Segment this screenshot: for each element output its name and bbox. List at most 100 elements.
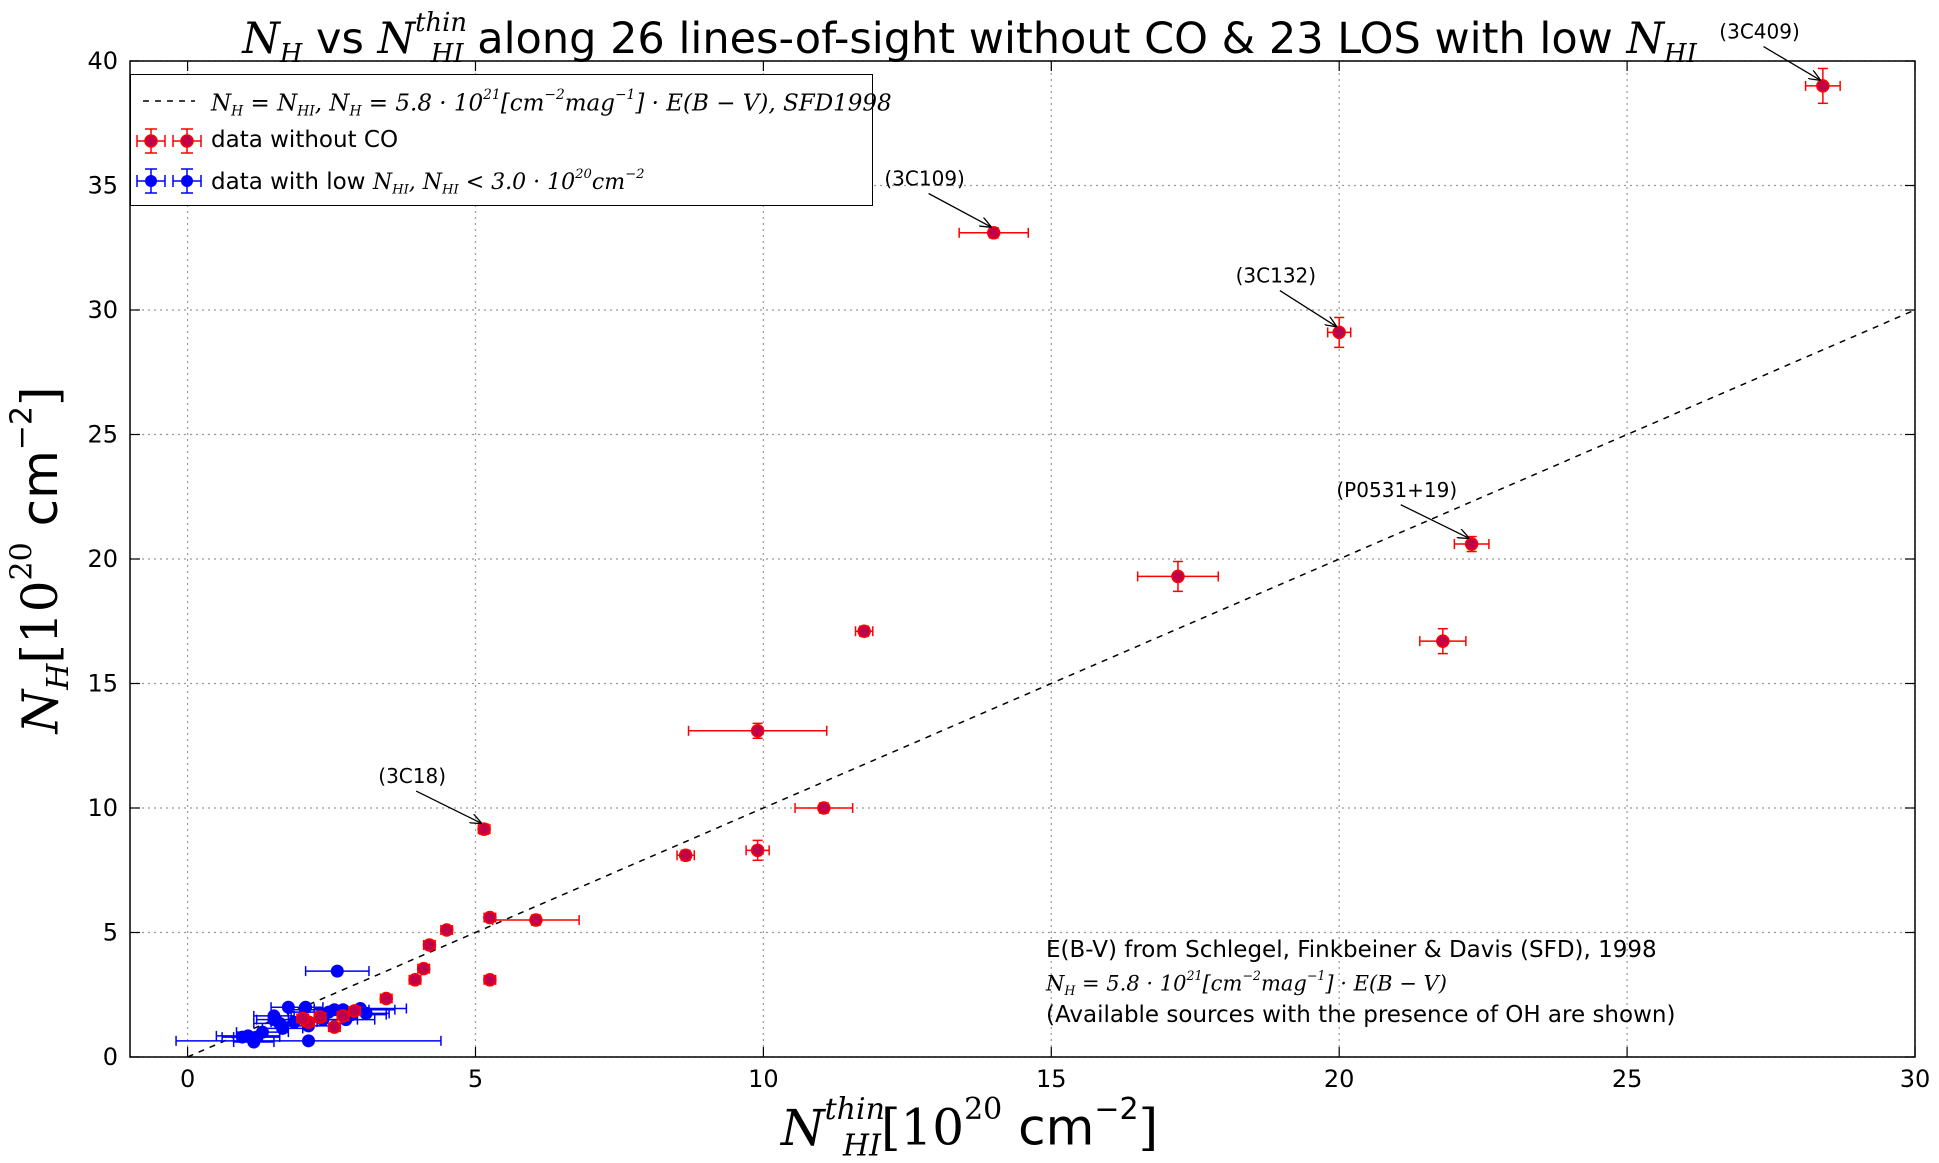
annotation-arrow [1400,504,1469,538]
data-point [408,973,422,987]
data-point [745,839,770,862]
annotation-label: (3C132) [1236,264,1316,288]
point-marker [857,624,871,638]
annotation-arrow [928,192,991,227]
data-point [295,1011,310,1026]
annotation: (3C18) [378,764,481,823]
annotation-arrow [415,790,481,823]
point-marker [336,1009,350,1023]
point-marker [313,1010,327,1024]
data-point [422,938,437,952]
data-point [1804,67,1841,105]
point-marker [359,1006,373,1020]
data-point [854,624,874,638]
y-tick-label: 35 [87,172,118,200]
chart-note: E(B-V) from Schlegel, Finkbeiner & Davis… [1046,938,1675,1028]
y-tick-label: 0 [103,1043,118,1071]
reference-line [187,309,1916,1058]
data-point [794,801,854,815]
legend-entry-blue: data with low NHI, NHI < 3.0 · 1020cm−2 [131,163,872,199]
point-marker [1816,79,1830,93]
point-marker [750,724,765,738]
point-marker [416,961,431,976]
x-tick-label: 5 [468,1065,483,1093]
annotation-arrow [1763,46,1820,80]
data-point [313,1010,327,1024]
series-low-nhi [175,964,442,1049]
data-point [483,973,497,987]
point-marker [483,973,497,987]
point-marker [330,964,344,978]
y-tick-label: 10 [87,794,118,822]
x-tick-label: 10 [748,1065,779,1093]
data-point [1453,535,1490,553]
data-point [347,1004,362,1018]
data-point [492,913,580,927]
annotation: (3C409) [1719,20,1820,80]
legend-blue-marker-icon [136,168,202,194]
y-tick-label: 5 [103,919,118,947]
point-marker [302,1034,315,1048]
point-marker [327,1020,342,1034]
x-tick-label: 15 [1036,1065,1067,1093]
data-point [1136,560,1220,593]
legend-label-blue: data with low NHI, NHI < 3.0 · 1020cm−2 [211,167,645,198]
x-tick-label: 25 [1612,1065,1643,1093]
data-point [439,923,454,937]
data-point [477,822,491,836]
data-point [336,1009,350,1023]
point-marker [986,226,1001,240]
x-tick-label: 0 [180,1065,195,1093]
y-tick-label: 20 [87,545,118,573]
data-point [676,848,696,863]
y-tick-label: 25 [87,421,118,449]
point-marker [1464,537,1479,551]
annotation: (3C109) [884,167,990,227]
data-point [304,964,370,978]
point-marker [529,913,543,927]
y-tick-label: 30 [87,296,118,324]
point-marker [422,938,437,952]
legend-dashed-line-icon [143,100,195,102]
data-point [416,961,431,976]
x-tick-label: 30 [1900,1065,1931,1093]
point-marker [1436,634,1450,648]
y-tick-label: 40 [87,47,118,75]
legend-red-marker-icon [136,128,202,154]
note-line-2: NH = 5.8 · 1021[cm−2mag−1] · E(B − V) [1046,968,1447,999]
point-marker [408,973,422,987]
legend-label-red: data without CO [211,127,399,153]
x-tick-label: 20 [1324,1065,1355,1093]
grid [130,60,1916,1058]
point-marker [299,1000,313,1014]
plot-frame [129,60,1916,1058]
data-point [327,1020,342,1034]
point-marker [477,822,491,836]
data-point [958,226,1030,240]
y-axis-label: NH[1020 cm−2] [4,386,76,734]
chart-title: NH vs NthinHI along 26 lines-of-sight wi… [242,8,1697,69]
annotation-label: (3C409) [1719,20,1799,44]
series-without-co [295,67,1841,1034]
annotation-arrow [1279,290,1336,327]
point-marker [439,923,454,937]
point-marker [1332,325,1346,340]
point-marker [678,848,693,863]
annotation-label: (3C18) [378,764,446,788]
point-marker [817,801,831,815]
point-marker [295,1011,310,1026]
legend-entry-red: data without CO [131,123,872,159]
point-marker [247,1035,261,1049]
annotation: (3C132) [1236,264,1337,327]
point-marker [379,991,393,1006]
annotation-label: (P0531+19) [1336,478,1457,502]
legend-label-reference-line: NH = NHI, NH = 5.8 · 1021[cm−2mag−1] · E… [211,87,892,120]
note-line-3: (Available sources with the presence of … [1046,1002,1676,1029]
data-point [379,991,393,1006]
point-marker [267,1013,281,1027]
data-point [1326,316,1352,349]
y-tick-label: 15 [87,670,118,698]
data-point [687,722,828,740]
annotation-label: (3C109) [884,167,964,191]
